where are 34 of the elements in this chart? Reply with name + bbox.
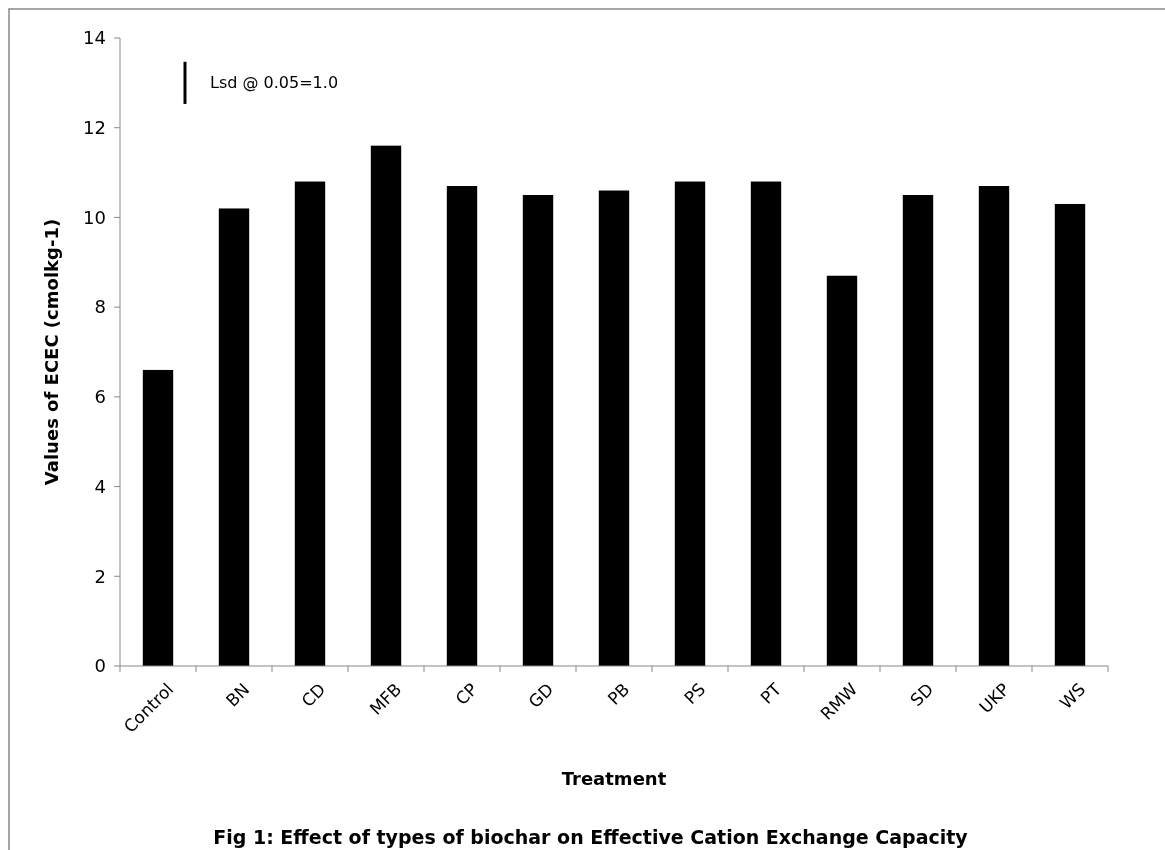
bar bbox=[598, 190, 630, 666]
bar bbox=[902, 195, 934, 666]
y-tick-label: 8 bbox=[94, 296, 106, 318]
y-tick-label: 10 bbox=[83, 206, 106, 228]
y-axis-title: Values of ECEC (cmolkg-1) bbox=[41, 218, 62, 486]
x-tick-label: BN bbox=[221, 679, 254, 711]
bar bbox=[294, 181, 326, 666]
bar bbox=[446, 186, 478, 666]
bar bbox=[1054, 203, 1086, 666]
y-tick-label: 4 bbox=[94, 475, 106, 497]
y-tick-label: 0 bbox=[94, 655, 106, 677]
x-tick-label: WS bbox=[1055, 679, 1090, 713]
bar bbox=[826, 275, 858, 666]
x-tick-label: PS bbox=[680, 679, 710, 709]
text: Fig 1: Effect of types of biochar on Effective Cation Exchange Capacity bbox=[213, 826, 969, 848]
x-tick-label: GD bbox=[524, 679, 558, 712]
y-tick-label: 14 bbox=[83, 27, 106, 49]
bar bbox=[674, 181, 706, 666]
x-tick-label: CP bbox=[451, 679, 482, 709]
bar bbox=[978, 186, 1010, 666]
bar bbox=[750, 181, 782, 666]
x-axis-title: Treatment bbox=[561, 768, 667, 789]
x-tick-label: PT bbox=[756, 678, 786, 708]
bar bbox=[142, 369, 174, 666]
x-tick-label: PB bbox=[603, 679, 634, 709]
annotation: Lsd @ 0.05=1.0 bbox=[210, 73, 339, 93]
bar bbox=[370, 145, 402, 666]
x-tick-label: SD bbox=[906, 679, 938, 711]
y-tick-label: 2 bbox=[94, 565, 106, 587]
y-tick-label: 6 bbox=[94, 386, 106, 408]
bar bbox=[218, 208, 250, 666]
y-tick-label: 12 bbox=[83, 117, 106, 139]
bar bbox=[522, 195, 554, 666]
x-tick-label: CD bbox=[297, 679, 330, 711]
